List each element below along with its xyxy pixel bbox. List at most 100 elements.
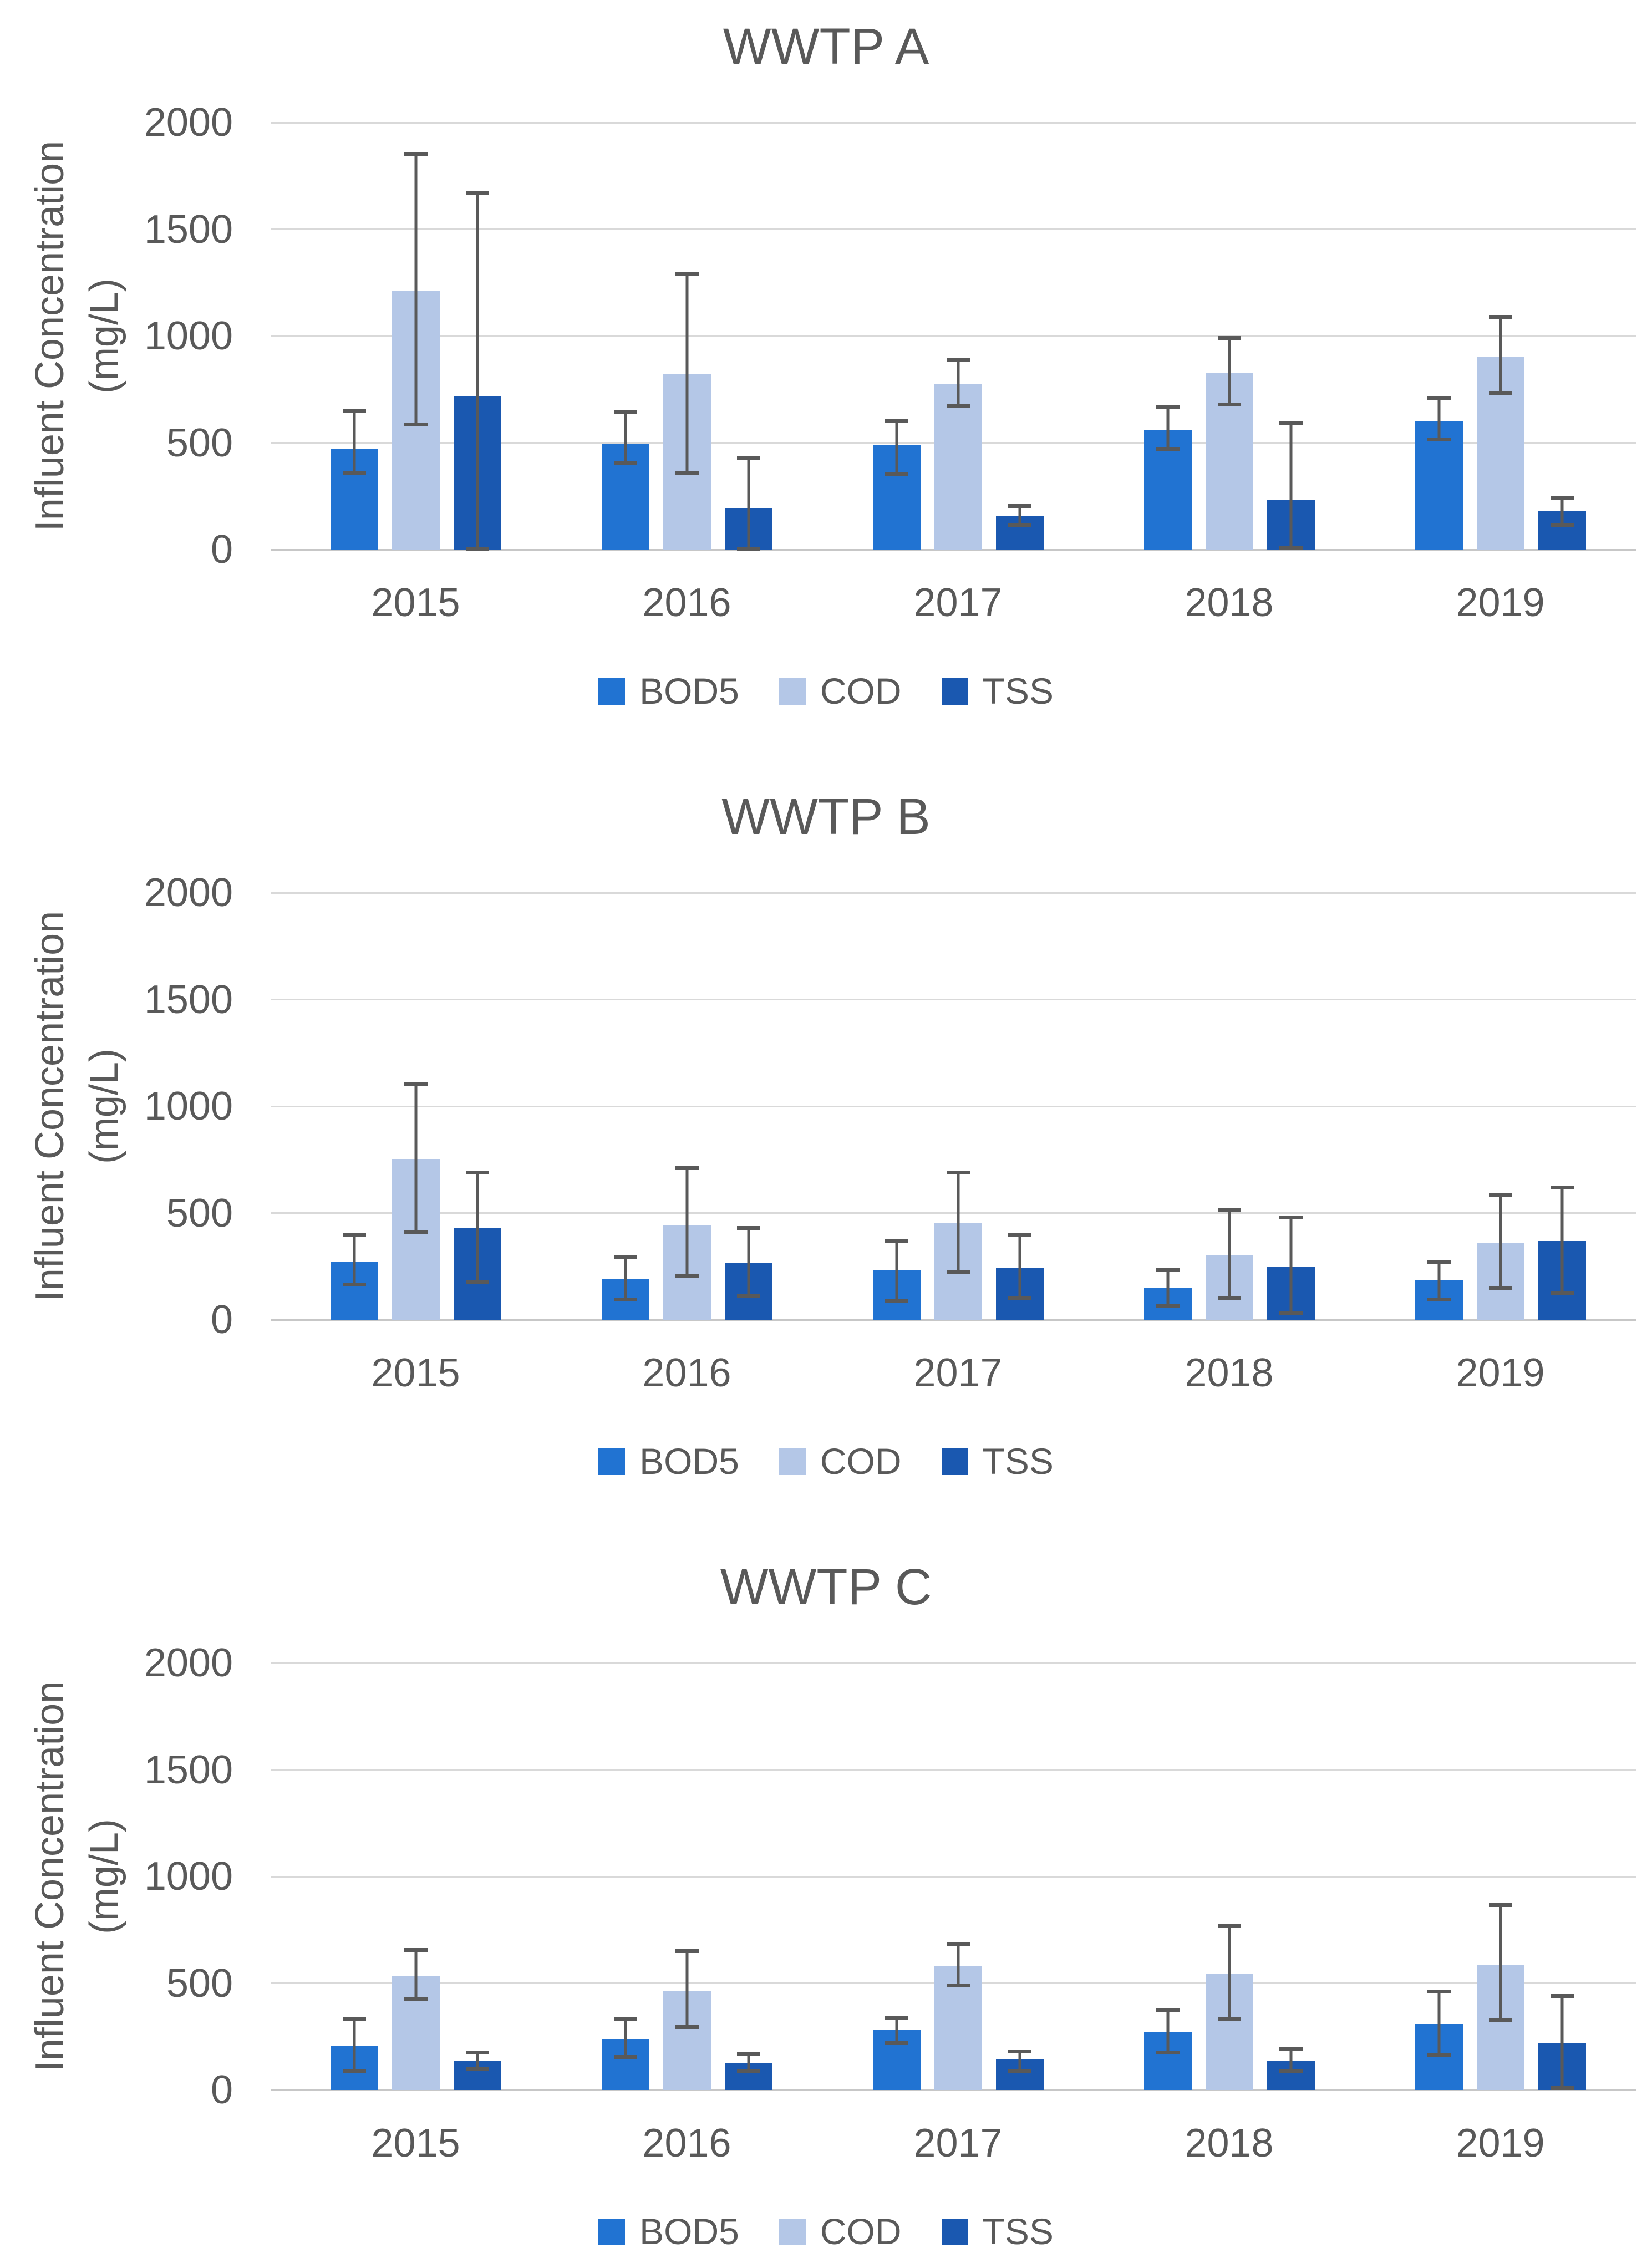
error-bar-line <box>1499 1905 1502 2021</box>
error-bar-line <box>747 2053 750 2071</box>
error-bar-line <box>895 2017 898 2043</box>
barwrap-cod-2018 <box>1205 123 1253 550</box>
legend-chip-cod <box>779 2218 806 2245</box>
error-bar-cap-bottom <box>613 1297 637 1301</box>
barwrap-bod5-2015 <box>330 893 378 1320</box>
barwrap-tss-2017 <box>995 123 1044 550</box>
x-tick-label-2018: 2018 <box>1185 1351 1274 1395</box>
error-bar-line <box>1018 2051 1021 2071</box>
error-bar-cap-bottom <box>342 470 366 475</box>
error-bar-line <box>1560 498 1563 525</box>
error-bar-line <box>1166 2010 1169 2053</box>
barwrap-bod5-2018 <box>1143 1663 1192 2090</box>
y-tick-label: 1000 <box>144 314 233 358</box>
y-tick-label: 1500 <box>144 207 233 252</box>
error-bar-cap-top <box>1217 336 1241 340</box>
barwrap-tss-2016 <box>724 123 772 551</box>
y-axis-tick-labels: 2000 1500 1000 500 0 <box>0 871 247 1342</box>
error-bar-cap-bottom <box>1217 402 1241 406</box>
error-bar-cap-top <box>1008 504 1031 508</box>
barwrap-bod5-2019 <box>1415 1663 1463 2090</box>
barwrap-cod-2016 <box>663 123 711 550</box>
error-bar-line <box>476 2052 479 2069</box>
barwrap-cod-2018 <box>1205 1663 1253 2090</box>
x-tick-label-2019: 2019 <box>1456 1351 1545 1395</box>
error-bar-cap-top <box>675 272 699 276</box>
error-bar-cap-top <box>1217 1208 1241 1212</box>
error-bar-line <box>414 1084 417 1233</box>
error-bar-cap-bottom <box>465 1280 489 1285</box>
error-bar-line <box>957 1944 959 1986</box>
error-bar-line <box>1289 423 1292 548</box>
bar-groups <box>280 1663 1636 2090</box>
chart-wwtp-b: WWTP B Influent Concentration (mg/L) 200… <box>0 770 1652 1540</box>
error-bar-line <box>1437 398 1440 440</box>
error-bar-cap-bottom <box>342 2068 366 2073</box>
error-bar-cap-bottom <box>1217 2017 1241 2022</box>
error-bar-line <box>353 1235 355 1285</box>
x-axis-labels: 2015 2016 2017 2018 2019 <box>280 577 1636 629</box>
error-bar-cap-bottom <box>404 1230 428 1234</box>
barwrap-bod5-2018 <box>1143 893 1192 1320</box>
legend-label-bod5: BOD5 <box>639 1441 739 1482</box>
barwrap-cod-2017 <box>934 1663 982 2090</box>
legend-chip-bod5 <box>598 2218 626 2245</box>
error-bar-line <box>353 410 355 473</box>
error-bar-cap-top <box>885 2015 908 2020</box>
error-bar-line <box>685 1168 688 1277</box>
y-tick-label: 0 <box>210 527 233 572</box>
barwrap-cod-2017 <box>934 123 982 550</box>
error-bar-line <box>1560 1996 1563 2088</box>
year-group-2017 <box>822 893 1094 1320</box>
error-bar-line <box>957 359 959 406</box>
error-bar-cap-top <box>1217 1924 1241 1928</box>
error-bar-cap-bottom <box>885 2041 908 2045</box>
barwrap-cod-2016 <box>663 893 711 1320</box>
barwrap-tss-2015 <box>453 1663 501 2090</box>
year-group-2019 <box>1365 123 1636 550</box>
error-bar-cap-bottom <box>1008 523 1031 527</box>
legend-item-bod5: BOD5 <box>598 1435 739 1488</box>
plot-area <box>271 1662 1636 2091</box>
gridline-0 <box>271 2089 1636 2091</box>
error-bar-cap-top <box>1550 496 1574 501</box>
barwrap-cod-2015 <box>392 1663 440 2090</box>
legend-item-tss: TSS <box>941 1435 1054 1488</box>
error-bar-cap-top <box>1488 314 1512 319</box>
error-bar-cap-bottom <box>736 546 760 551</box>
legend-label-bod5: BOD5 <box>639 2211 739 2252</box>
barwrap-cod-2015 <box>392 123 440 550</box>
error-bar-cap-bottom <box>885 471 908 476</box>
error-bar-cap-top <box>736 1225 760 1230</box>
barwrap-tss-2019 <box>1538 123 1586 550</box>
error-bar-cap-bottom <box>1488 390 1512 395</box>
bar-bod5-2019 <box>1415 421 1463 550</box>
error-bar-cap-bottom <box>675 470 699 475</box>
error-bar-cap-top <box>342 2017 366 2022</box>
error-bar-cap-top <box>1550 1185 1574 1189</box>
error-bar-cap-top <box>465 191 489 195</box>
error-bar-cap-bottom <box>1156 447 1180 451</box>
y-tick-label: 2000 <box>144 1641 233 1685</box>
y-tick-label: 1000 <box>144 1854 233 1899</box>
legend-item-cod: COD <box>779 665 902 718</box>
error-bar-cap-top <box>342 1233 366 1238</box>
error-bar-cap-top <box>1427 1990 1451 1994</box>
error-bar-cap-top <box>1279 421 1303 426</box>
error-bar-cap-bottom <box>736 1294 760 1299</box>
x-tick-label-2017: 2017 <box>913 581 1003 625</box>
error-bar-cap-top <box>946 1941 970 1946</box>
gridline-1000 <box>271 1875 1636 1878</box>
error-bar-line <box>1166 1269 1169 1306</box>
error-bar-cap-bottom <box>885 1298 908 1303</box>
error-bar-cap-bottom <box>342 1282 366 1286</box>
error-bar-cap-top <box>946 1170 970 1174</box>
error-bar-line <box>1228 338 1231 405</box>
error-bar-cap-top <box>465 1170 489 1174</box>
barwrap-bod5-2019 <box>1415 123 1463 550</box>
error-bar-cap-top <box>675 1166 699 1171</box>
year-group-2016 <box>551 1663 822 2090</box>
error-bar-line <box>1228 1209 1231 1299</box>
gridline-1000 <box>271 1105 1636 1107</box>
